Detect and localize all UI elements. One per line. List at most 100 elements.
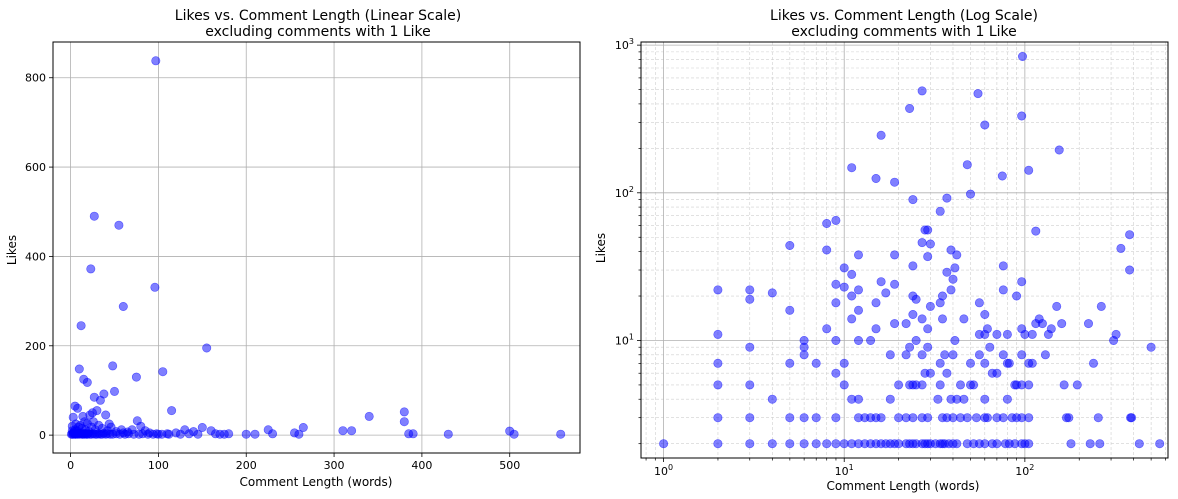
- data-point: [980, 309, 990, 319]
- data-point: [1089, 358, 1099, 368]
- data-point: [933, 394, 943, 404]
- data-point: [1052, 301, 1062, 311]
- chart-log-y-axis-label: Likes: [594, 233, 608, 263]
- data-point: [1084, 319, 1094, 329]
- data-point: [1017, 277, 1027, 287]
- data-point: [745, 413, 755, 423]
- data-point: [946, 245, 956, 255]
- data-point: [1125, 230, 1135, 240]
- data-point: [1072, 380, 1082, 390]
- data-point: [785, 413, 795, 423]
- y-tick-label: 800: [25, 72, 46, 85]
- data-point: [811, 413, 821, 423]
- data-point: [150, 282, 160, 292]
- x-tick-label: 0: [67, 459, 74, 472]
- data-point: [992, 368, 1002, 378]
- data-point: [853, 285, 863, 295]
- data-point: [911, 294, 921, 304]
- data-point: [1111, 329, 1121, 339]
- data-point: [937, 291, 947, 301]
- data-point: [713, 358, 723, 368]
- data-point: [876, 277, 886, 287]
- data-point: [935, 358, 945, 368]
- data-point: [1057, 319, 1067, 329]
- data-point: [831, 215, 841, 225]
- data-point: [1037, 319, 1047, 329]
- data-point: [946, 285, 956, 295]
- data-point: [925, 368, 935, 378]
- data-point: [74, 364, 84, 374]
- data-point: [962, 160, 972, 170]
- data-point: [853, 394, 863, 404]
- data-point: [1095, 439, 1105, 449]
- data-point: [955, 380, 965, 390]
- data-point: [175, 429, 185, 439]
- chart-log-axes-frame: [640, 41, 1169, 459]
- data-point: [713, 439, 723, 449]
- data-point: [659, 439, 669, 449]
- data-point: [839, 439, 849, 449]
- data-point: [338, 426, 348, 436]
- data-point: [131, 372, 141, 382]
- data-point: [890, 279, 900, 289]
- data-point: [151, 56, 161, 66]
- data-point: [785, 241, 795, 251]
- data-point: [785, 358, 795, 368]
- data-point: [1059, 380, 1069, 390]
- data-point: [158, 367, 168, 377]
- data-point: [992, 329, 1002, 339]
- data-point: [942, 193, 952, 203]
- data-point: [250, 429, 260, 439]
- data-point: [347, 426, 357, 436]
- data-point: [925, 239, 935, 249]
- data-point: [1127, 413, 1137, 423]
- data-point: [890, 319, 900, 329]
- data-point: [831, 368, 841, 378]
- y-tick-label: 400: [25, 250, 46, 263]
- data-point: [767, 439, 777, 449]
- data-point: [950, 263, 960, 273]
- data-point: [881, 288, 891, 298]
- data-point: [799, 439, 809, 449]
- data-point: [822, 219, 832, 229]
- data-point: [1125, 265, 1135, 275]
- x-tick-label: 500: [499, 459, 520, 472]
- data-point: [745, 294, 755, 304]
- data-point: [101, 410, 111, 420]
- data-point: [985, 342, 995, 352]
- data-point: [1002, 394, 1012, 404]
- data-point: [713, 285, 723, 295]
- x-tick-label: 200: [236, 459, 257, 472]
- data-point: [1024, 439, 1034, 449]
- data-point: [1002, 329, 1012, 339]
- data-point: [268, 429, 278, 439]
- chart-linear-scale: Likes vs. Comment Length (Linear Scale) …: [5, 8, 581, 489]
- data-point: [108, 361, 118, 371]
- data-point: [894, 380, 904, 390]
- data-point: [908, 261, 918, 271]
- chart-log-scale: Likes vs. Comment Length (Log Scale) exc…: [594, 8, 1169, 493]
- data-point: [1085, 439, 1095, 449]
- data-point: [982, 413, 992, 423]
- data-point: [89, 211, 99, 221]
- y-tick-label: 600: [25, 161, 46, 174]
- data-point: [992, 439, 1002, 449]
- data-point: [1004, 358, 1014, 368]
- data-point: [193, 429, 203, 439]
- data-point: [241, 429, 251, 439]
- data-point: [959, 314, 969, 324]
- data-point: [197, 422, 207, 432]
- data-point: [1012, 291, 1022, 301]
- data-point: [948, 413, 958, 423]
- x-tick-label: 102: [1015, 463, 1034, 478]
- data-point: [980, 439, 990, 449]
- data-point: [839, 358, 849, 368]
- data-point: [908, 195, 918, 205]
- data-point: [839, 282, 849, 292]
- y-tick-label: 102: [615, 185, 634, 200]
- data-point: [298, 422, 308, 432]
- data-point: [917, 86, 927, 96]
- data-point: [713, 329, 723, 339]
- y-tick-label: 200: [25, 340, 46, 353]
- data-point: [1093, 413, 1103, 423]
